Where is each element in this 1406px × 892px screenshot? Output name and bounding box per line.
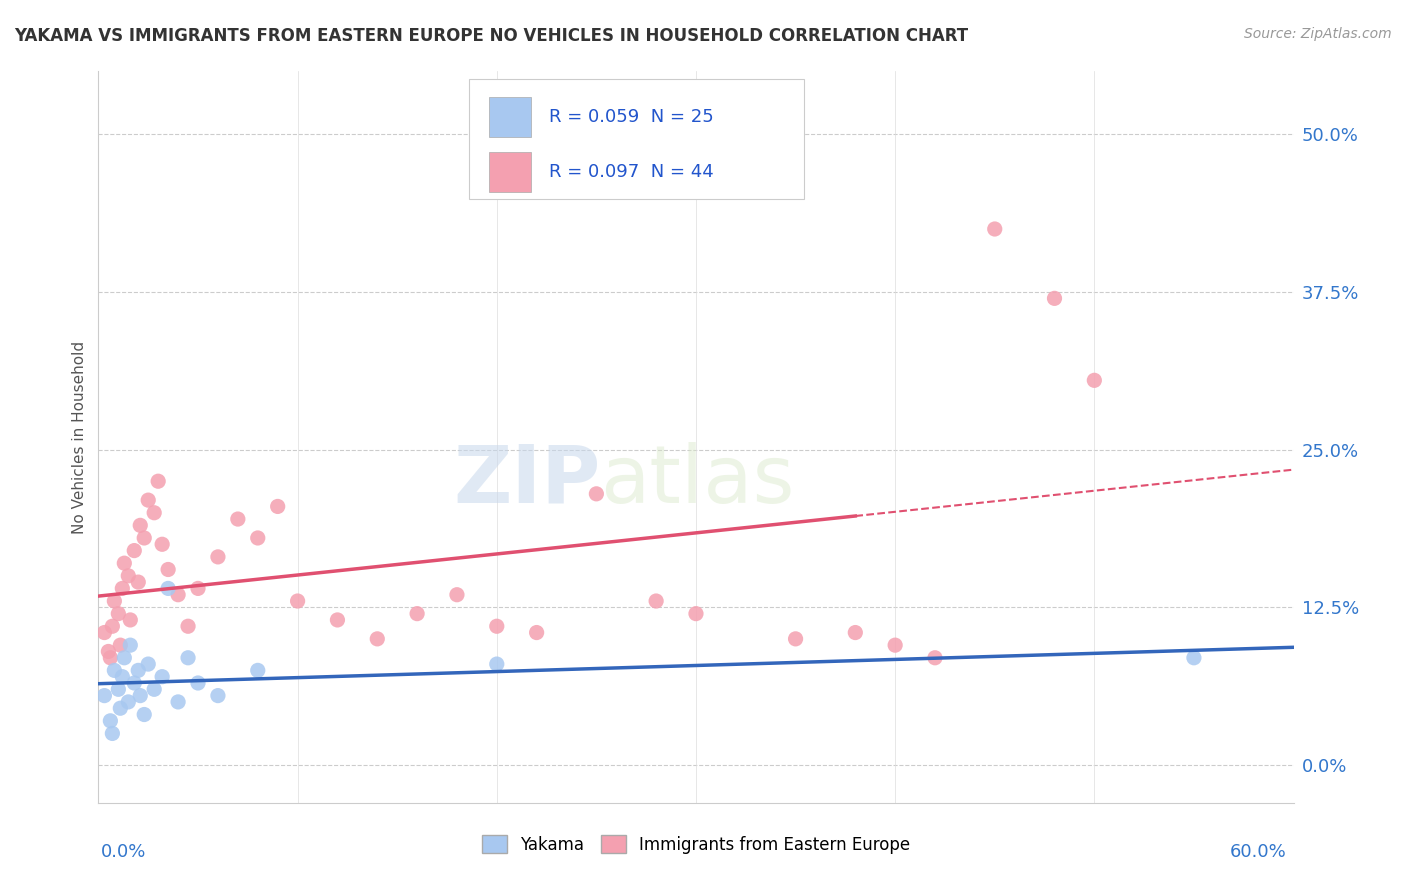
Point	[366, 632, 388, 646]
Point	[111, 582, 134, 596]
Point	[287, 594, 309, 608]
Point	[157, 582, 180, 596]
Point	[924, 650, 946, 665]
Point	[110, 701, 132, 715]
Point	[112, 650, 135, 665]
Point	[101, 726, 124, 740]
Point	[98, 650, 122, 665]
Point	[485, 619, 508, 633]
Point	[446, 588, 468, 602]
Point	[785, 632, 807, 646]
Point	[226, 512, 249, 526]
Y-axis label: No Vehicles in Household: No Vehicles in Household	[72, 341, 87, 533]
Point	[485, 657, 508, 671]
Point	[884, 638, 907, 652]
Point	[844, 625, 866, 640]
Point	[136, 657, 159, 671]
Text: atlas: atlas	[600, 442, 794, 520]
Point	[150, 670, 173, 684]
Point	[124, 543, 146, 558]
Point	[187, 582, 209, 596]
Point	[645, 594, 668, 608]
Point	[134, 707, 156, 722]
Point	[101, 619, 124, 633]
Point	[103, 594, 125, 608]
Point	[143, 682, 166, 697]
Point	[207, 689, 229, 703]
Text: Source: ZipAtlas.com: Source: ZipAtlas.com	[1244, 27, 1392, 41]
Point	[187, 676, 209, 690]
Text: ZIP: ZIP	[453, 442, 600, 520]
Text: R = 0.059  N = 25: R = 0.059 N = 25	[548, 108, 714, 126]
Point	[93, 689, 115, 703]
Point	[117, 569, 139, 583]
Point	[120, 638, 142, 652]
Point	[112, 556, 135, 570]
Point	[127, 664, 149, 678]
Point	[177, 650, 200, 665]
Point	[406, 607, 429, 621]
Point	[685, 607, 707, 621]
Point	[167, 695, 190, 709]
Point	[246, 531, 269, 545]
Legend: Yakama, Immigrants from Eastern Europe: Yakama, Immigrants from Eastern Europe	[475, 829, 917, 860]
Point	[267, 500, 290, 514]
Point	[526, 625, 548, 640]
Point	[93, 625, 115, 640]
Point	[107, 607, 129, 621]
Point	[177, 619, 200, 633]
Point	[150, 537, 173, 551]
Text: YAKAMA VS IMMIGRANTS FROM EASTERN EUROPE NO VEHICLES IN HOUSEHOLD CORRELATION CH: YAKAMA VS IMMIGRANTS FROM EASTERN EUROPE…	[14, 27, 969, 45]
Point	[167, 588, 190, 602]
Point	[97, 644, 120, 658]
Point	[326, 613, 349, 627]
Point	[1182, 650, 1205, 665]
FancyBboxPatch shape	[489, 97, 531, 137]
Point	[103, 664, 125, 678]
Point	[157, 562, 180, 576]
Point	[1043, 291, 1066, 305]
Point	[117, 695, 139, 709]
Text: R = 0.097  N = 44: R = 0.097 N = 44	[548, 163, 714, 181]
Point	[110, 638, 132, 652]
FancyBboxPatch shape	[489, 152, 531, 192]
Text: 60.0%: 60.0%	[1230, 843, 1286, 861]
Point	[585, 487, 607, 501]
Point	[107, 682, 129, 697]
Point	[120, 613, 142, 627]
Point	[124, 676, 146, 690]
Point	[129, 518, 152, 533]
Point	[136, 493, 159, 508]
Point	[143, 506, 166, 520]
Point	[127, 575, 149, 590]
Point	[111, 670, 134, 684]
Text: 0.0%: 0.0%	[101, 843, 146, 861]
Point	[148, 474, 170, 488]
Point	[984, 222, 1007, 236]
Point	[1083, 373, 1105, 387]
Point	[129, 689, 152, 703]
Point	[246, 664, 269, 678]
Point	[134, 531, 156, 545]
Point	[98, 714, 122, 728]
Point	[207, 549, 229, 564]
FancyBboxPatch shape	[470, 78, 804, 200]
